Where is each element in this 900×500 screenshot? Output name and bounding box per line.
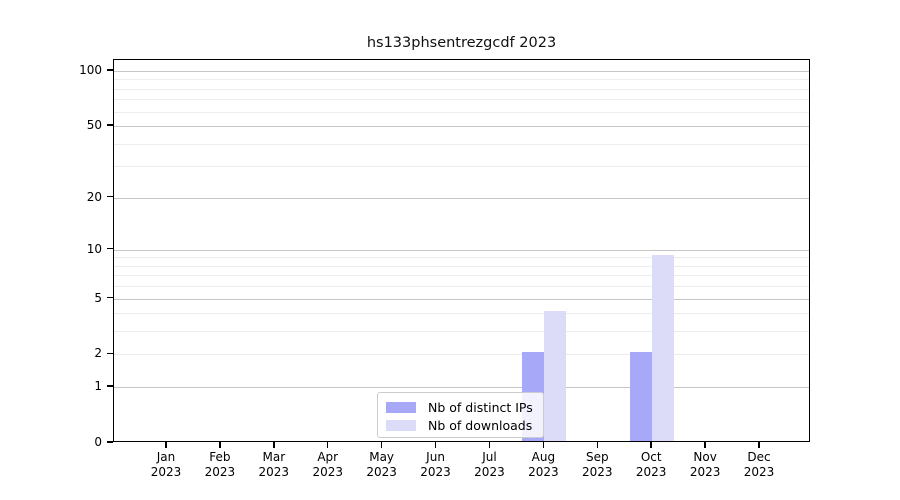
y-axis-tick-label: 5 [94, 290, 102, 305]
x-axis-tick-label: Aug 2023 [513, 450, 573, 480]
legend-item: Nb of downloads [386, 416, 535, 434]
x-tick-month: Aug [531, 450, 556, 464]
chart-legend: Nb of distinct IPs Nb of downloads [377, 392, 544, 438]
x-tick-mark [542, 442, 545, 448]
x-tick-mark [219, 442, 221, 448]
y-tick-mark [107, 124, 113, 126]
legend-label: Nb of downloads [428, 417, 533, 433]
y-tick-mark [107, 385, 113, 387]
y-axis-tick-label: 0 [94, 435, 102, 449]
x-axis-tick-label: Dec 2023 [729, 450, 789, 480]
y-axis-tick-label: 50 [86, 118, 102, 133]
y-tick-mark [107, 296, 113, 299]
bar-downloads-aug [544, 311, 567, 441]
y-gridline-minor [114, 331, 809, 333]
x-axis-tick-label: Oct 2023 [621, 450, 681, 480]
x-axis-tick-label: Mar 2023 [244, 450, 304, 480]
y-gridline-major [114, 249, 809, 251]
x-tick-mark [488, 442, 491, 448]
y-gridline-major [114, 298, 809, 300]
y-gridline-minor [114, 99, 809, 101]
x-tick-year: 2023 [528, 465, 559, 479]
x-tick-year: 2023 [581, 465, 613, 479]
y-axis-tick-label: 100 [79, 62, 102, 77]
x-tick-mark [704, 442, 706, 448]
x-tick-month: Oct [640, 450, 662, 464]
x-axis-tick-label: Nov 2023 [675, 450, 735, 480]
x-axis-tick-label: Feb 2023 [190, 450, 250, 480]
y-gridline-minor [114, 354, 809, 356]
x-axis-tick-label: Sep 2023 [567, 450, 627, 480]
y-tick-mark [107, 195, 113, 198]
x-tick-month: Sep [585, 450, 609, 464]
x-tick-year: 2023 [635, 465, 667, 479]
x-tick-mark [650, 442, 652, 448]
y-tick-mark [107, 248, 113, 250]
y-axis-tick-label: 10 [86, 241, 102, 256]
y-gridline-minor [114, 313, 809, 315]
y-gridline-major [114, 197, 809, 199]
x-tick-month: Nov [693, 450, 717, 464]
legend-item: Nb of distinct IPs [386, 398, 535, 416]
x-tick-mark [273, 442, 275, 448]
y-gridline-minor [114, 111, 809, 113]
x-tick-month: Jun [426, 450, 445, 464]
legend-color-swatch [386, 419, 416, 431]
bar-downloads-oct [652, 255, 675, 441]
x-tick-mark [758, 442, 760, 448]
y-gridline-minor [114, 275, 809, 277]
y-tick-mark [107, 69, 113, 71]
x-tick-mark [327, 442, 329, 448]
legend-label: Nb of distinct IPs [428, 399, 533, 415]
y-gridline-major [114, 387, 809, 389]
x-tick-mark [165, 442, 167, 448]
y-tick-mark [107, 441, 113, 443]
x-tick-month: Dec [747, 450, 771, 464]
y-gridline-minor [114, 143, 809, 145]
y-gridline-minor [114, 79, 809, 81]
legend-color-swatch [386, 401, 416, 413]
x-tick-year: 2023 [258, 465, 290, 479]
y-gridline-minor [114, 166, 809, 168]
x-axis-tick-label: Jan 2023 [136, 450, 196, 480]
y-axis-tick-label: 20 [86, 189, 102, 204]
chart-title: hs133phsentrezgcdf 2023 [366, 35, 557, 51]
x-tick-month: Feb [209, 450, 231, 464]
y-gridline-minor [114, 265, 809, 267]
x-tick-year: 2023 [204, 465, 236, 479]
x-tick-year: 2023 [743, 465, 775, 479]
x-tick-mark [380, 442, 383, 448]
y-gridline-minor [114, 88, 809, 90]
y-axis-tick-label: 2 [94, 346, 102, 361]
x-tick-month: Mar [262, 450, 286, 464]
x-tick-month: Jan [156, 450, 176, 464]
x-tick-year: 2023 [366, 465, 397, 479]
x-axis-tick-label: May 2023 [352, 450, 412, 480]
x-tick-year: 2023 [312, 465, 343, 479]
x-axis-tick-label: Jun 2023 [406, 450, 466, 480]
bar-distinct-ips-oct [630, 352, 653, 441]
x-tick-year: 2023 [689, 465, 721, 479]
y-tick-mark [107, 352, 113, 355]
y-gridline-minor [114, 257, 809, 259]
y-axis-tick-label: 1 [94, 379, 102, 394]
y-gridline-major [114, 126, 809, 128]
x-tick-year: 2023 [420, 465, 451, 479]
x-tick-mark [434, 442, 437, 448]
y-gridline-major [114, 70, 809, 72]
x-axis-tick-label: Jul 2023 [459, 450, 519, 480]
x-tick-year: 2023 [474, 465, 505, 479]
x-tick-month: May [369, 450, 395, 464]
x-tick-month: Apr [317, 450, 339, 464]
x-tick-year: 2023 [150, 465, 182, 479]
plot-area [113, 59, 810, 442]
x-tick-mark [596, 442, 598, 448]
y-gridline-minor [114, 286, 809, 288]
x-axis-tick-label: Apr 2023 [298, 450, 358, 480]
x-tick-month: Jul [482, 450, 497, 464]
